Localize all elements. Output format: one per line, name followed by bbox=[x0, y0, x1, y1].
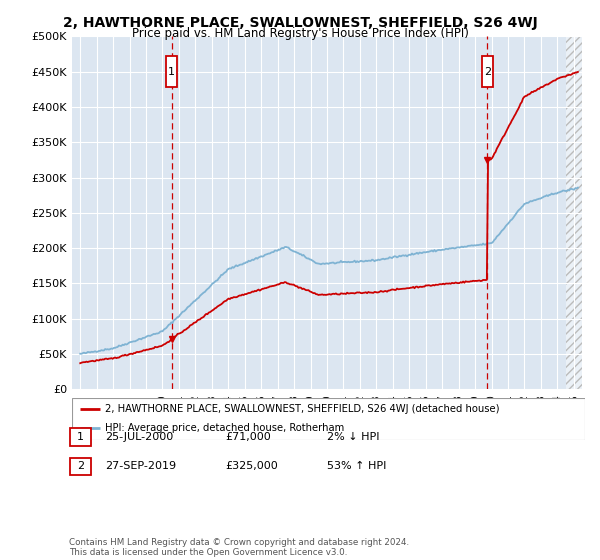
Text: 2% ↓ HPI: 2% ↓ HPI bbox=[327, 432, 380, 442]
Text: 2: 2 bbox=[77, 461, 84, 472]
Bar bbox=[70, 428, 91, 446]
FancyBboxPatch shape bbox=[482, 56, 493, 87]
Text: Price paid vs. HM Land Registry's House Price Index (HPI): Price paid vs. HM Land Registry's House … bbox=[131, 27, 469, 40]
Bar bbox=[566, 36, 598, 389]
Text: Contains HM Land Registry data © Crown copyright and database right 2024.
This d: Contains HM Land Registry data © Crown c… bbox=[69, 538, 409, 557]
Text: 2, HAWTHORNE PLACE, SWALLOWNEST, SHEFFIELD, S26 4WJ: 2, HAWTHORNE PLACE, SWALLOWNEST, SHEFFIE… bbox=[62, 16, 538, 30]
Text: HPI: Average price, detached house, Rotherham: HPI: Average price, detached house, Roth… bbox=[106, 423, 344, 433]
Text: £325,000: £325,000 bbox=[225, 461, 278, 472]
Bar bbox=[70, 458, 91, 475]
Text: 1: 1 bbox=[168, 67, 175, 77]
Text: 25-JUL-2000: 25-JUL-2000 bbox=[105, 432, 173, 442]
Text: 53% ↑ HPI: 53% ↑ HPI bbox=[327, 461, 386, 472]
Text: 1: 1 bbox=[77, 432, 84, 442]
Text: 27-SEP-2019: 27-SEP-2019 bbox=[105, 461, 176, 472]
Text: £71,000: £71,000 bbox=[225, 432, 271, 442]
Bar bbox=[566, 36, 598, 389]
Text: 2: 2 bbox=[484, 67, 491, 77]
Text: 2, HAWTHORNE PLACE, SWALLOWNEST, SHEFFIELD, S26 4WJ (detached house): 2, HAWTHORNE PLACE, SWALLOWNEST, SHEFFIE… bbox=[106, 404, 500, 414]
FancyBboxPatch shape bbox=[166, 56, 177, 87]
